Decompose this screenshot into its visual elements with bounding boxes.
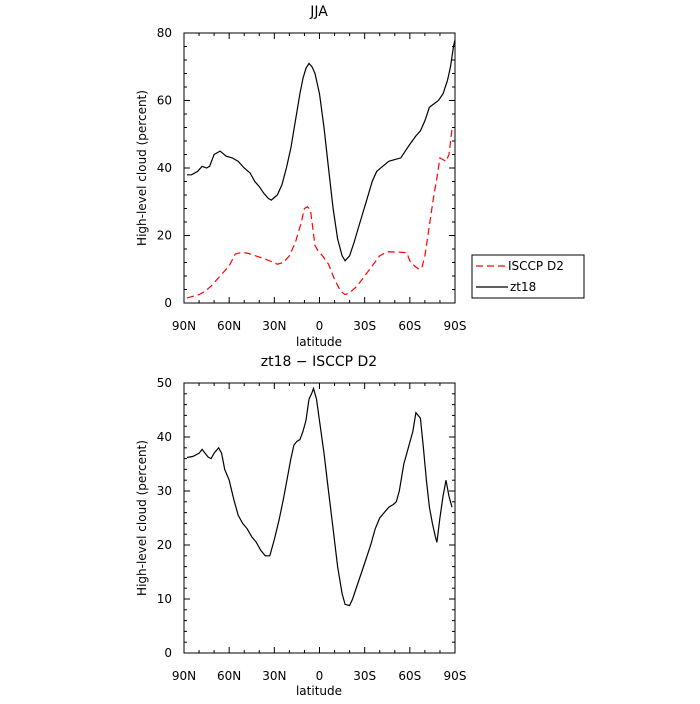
x-tick-label: 90S	[444, 669, 467, 683]
legend-box	[471, 254, 585, 299]
y-tick-label: 50	[157, 376, 172, 390]
y-tick-label: 20	[157, 538, 172, 552]
y-tick-label: 20	[157, 229, 172, 243]
panel-bottom-ylabel: High-level cloud (percent)	[135, 440, 149, 596]
panel-top-axes: 90N 60N 30N 0 30S 60S 90S 0 20 40 60 80	[157, 26, 467, 333]
panel-top-xlabel: latitude	[296, 335, 342, 349]
legend-label-isccp: ISCCP D2	[508, 259, 564, 273]
y-tick-label: 0	[164, 646, 172, 660]
legend: ISCCP D2 zt18	[471, 254, 585, 299]
series-line-bottom-0	[186, 386, 453, 607]
x-tick-label: 60N	[217, 669, 241, 683]
x-tick-label: 90N	[172, 319, 196, 333]
legend-label-zt18: zt18	[510, 280, 536, 294]
x-tick-label: 30N	[262, 669, 286, 683]
panel-bottom-series	[186, 386, 453, 607]
x-tick-label: 90N	[172, 669, 196, 683]
x-tick-label: 90S	[444, 319, 467, 333]
x-tick-label: 60N	[217, 319, 241, 333]
y-tick-label: 30	[157, 484, 172, 498]
panel-top: JJA 90N 60N 30N 0 30S 60S 90S 0 20 40 60 80 latitud…	[135, 4, 466, 349]
x-tick-label: 30S	[353, 669, 376, 683]
y-tick-label: 0	[164, 296, 172, 310]
x-tick-label: 0	[316, 669, 324, 683]
panel-top-series	[186, 39, 456, 299]
panel-bottom-xlabel: latitude	[296, 684, 342, 698]
x-tick-label: 60S	[398, 319, 421, 333]
x-tick-label: 0	[316, 319, 324, 333]
panel-bottom-title: zt18 − ISCCP D2	[261, 354, 377, 370]
panel-top-title: JJA	[309, 4, 328, 20]
x-tick-label: 30S	[353, 319, 376, 333]
y-tick-label: 40	[157, 430, 172, 444]
y-tick-label: 10	[157, 592, 172, 606]
panel-bottom: zt18 − ISCCP D2 90N 60N 30N 0 30S 60S 90S 0 10 20…	[135, 354, 466, 698]
series-line-top-1	[187, 39, 456, 262]
x-tick-label: 30N	[262, 319, 286, 333]
series-line-top-0	[186, 129, 453, 299]
x-tick-label: 60S	[398, 669, 421, 683]
y-tick-label: 40	[157, 161, 172, 175]
y-tick-label: 60	[157, 94, 172, 108]
plot-frame-top	[183, 32, 456, 304]
panel-top-ylabel: High-level cloud (percent)	[135, 90, 149, 246]
y-tick-label: 80	[157, 26, 172, 40]
panel-bottom-axes: 90N 60N 30N 0 30S 60S 90S 0 10 20 30 40 50	[157, 376, 467, 683]
